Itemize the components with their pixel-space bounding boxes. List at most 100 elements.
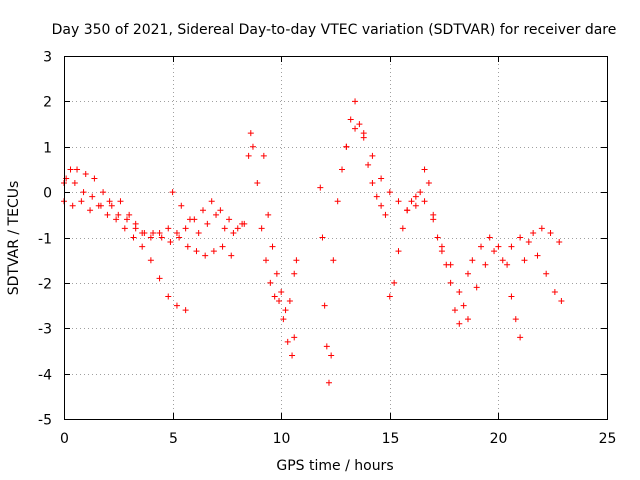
y-tick-label: -1 [38, 232, 52, 248]
data-point [78, 198, 85, 205]
data-point [167, 239, 174, 246]
data-point [221, 225, 228, 232]
data-point [234, 225, 241, 232]
data-point [556, 239, 563, 246]
x-tick-label: 20 [490, 431, 508, 447]
data-point [365, 161, 372, 168]
data-point [165, 293, 172, 300]
chart-title: Day 350 of 2021, Sidereal Day-to-day VTE… [52, 22, 617, 38]
data-point [271, 293, 278, 300]
data-point [391, 279, 398, 286]
data-point [71, 180, 78, 187]
data-point [289, 352, 296, 359]
data-point [417, 189, 424, 196]
data-point [267, 279, 274, 286]
data-point [132, 225, 139, 232]
data-point [334, 198, 341, 205]
data-point [438, 243, 445, 250]
data-point [464, 316, 471, 323]
data-point [286, 298, 293, 305]
data-point [325, 379, 332, 386]
data-point [319, 234, 326, 241]
data-point [447, 279, 454, 286]
y-tick-label: -4 [38, 368, 52, 384]
data-point [469, 257, 476, 264]
data-point [245, 152, 252, 159]
data-point [317, 184, 324, 191]
data-point [491, 248, 498, 255]
data-point [339, 166, 346, 173]
data-point [115, 211, 122, 218]
data-point [538, 225, 545, 232]
data-point [74, 166, 81, 173]
data-point [156, 275, 163, 282]
y-tick-label: -2 [38, 277, 52, 293]
x-tick-label: 10 [273, 431, 291, 447]
data-point [106, 198, 113, 205]
data-point [451, 307, 458, 314]
y-axis-label: SDTVAR / TECUs [6, 181, 22, 296]
data-point [239, 220, 246, 227]
data-point [395, 198, 402, 205]
data-point [213, 211, 220, 218]
data-point [182, 225, 189, 232]
grid-lines [64, 56, 607, 419]
data-point [265, 211, 272, 218]
series-track-c [63, 175, 235, 259]
series-track-h [343, 125, 565, 323]
y-tick-label: 0 [43, 186, 52, 202]
data-point [217, 207, 224, 214]
data-point [473, 284, 480, 291]
data-point [421, 166, 428, 173]
data-point [352, 98, 359, 105]
data-point [508, 293, 515, 300]
data-point [330, 257, 337, 264]
data-point [123, 216, 130, 223]
data-point [323, 343, 330, 350]
data-point [412, 202, 419, 209]
data-point [478, 243, 485, 250]
data-point [369, 152, 376, 159]
data-point [543, 270, 550, 277]
data-point [202, 252, 209, 259]
data-point [347, 116, 354, 123]
data-point [208, 198, 215, 205]
data-point [226, 216, 233, 223]
data-point [210, 248, 217, 255]
data-point [460, 302, 467, 309]
y-tick-label: 1 [43, 141, 52, 157]
data-point [360, 130, 367, 137]
series-track-b [61, 198, 189, 314]
data-point [482, 261, 489, 268]
data-point [425, 180, 432, 187]
data-point [495, 243, 502, 250]
axis-ticks: 0 5 10 15 20 25 -5 -4 -3 -2 -1 0 1 2 3 [38, 50, 616, 448]
data-point [158, 234, 165, 241]
data-point [147, 257, 154, 264]
data-point [512, 316, 519, 323]
data-point [141, 229, 148, 236]
data-point [273, 270, 280, 277]
data-point [551, 288, 558, 295]
data-point [456, 320, 463, 327]
data-point [399, 225, 406, 232]
data-point [193, 248, 200, 255]
data-point [247, 130, 254, 137]
data-point [67, 166, 74, 173]
data-point [291, 334, 298, 341]
data-point [249, 143, 256, 150]
series-track-i [469, 225, 563, 341]
data-point [260, 152, 267, 159]
data-point [395, 248, 402, 255]
data-point [104, 211, 111, 218]
series-track-e [260, 152, 298, 314]
data-point [378, 175, 385, 182]
data-point [293, 257, 300, 264]
data-point [521, 257, 528, 264]
data-point [404, 207, 411, 214]
data-point [139, 243, 146, 250]
data-point [534, 252, 541, 259]
y-tick-label: 3 [43, 50, 52, 66]
data-point [121, 225, 128, 232]
